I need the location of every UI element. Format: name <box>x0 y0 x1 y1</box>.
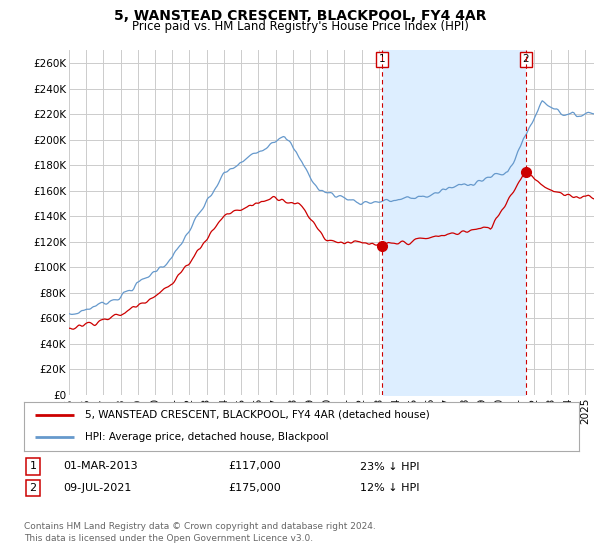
Text: 01-MAR-2013: 01-MAR-2013 <box>63 461 137 472</box>
Text: £175,000: £175,000 <box>228 483 281 493</box>
Text: This data is licensed under the Open Government Licence v3.0.: This data is licensed under the Open Gov… <box>24 534 313 543</box>
Text: 2: 2 <box>523 54 529 64</box>
Text: 12% ↓ HPI: 12% ↓ HPI <box>360 483 419 493</box>
Text: Price paid vs. HM Land Registry's House Price Index (HPI): Price paid vs. HM Land Registry's House … <box>131 20 469 33</box>
Text: HPI: Average price, detached house, Blackpool: HPI: Average price, detached house, Blac… <box>85 432 329 442</box>
Text: 2: 2 <box>29 483 37 493</box>
Text: 1: 1 <box>29 461 37 472</box>
Text: 23% ↓ HPI: 23% ↓ HPI <box>360 461 419 472</box>
Text: £117,000: £117,000 <box>228 461 281 472</box>
Text: 09-JUL-2021: 09-JUL-2021 <box>63 483 131 493</box>
Text: 5, WANSTEAD CRESCENT, BLACKPOOL, FY4 4AR (detached house): 5, WANSTEAD CRESCENT, BLACKPOOL, FY4 4AR… <box>85 410 430 420</box>
Text: 1: 1 <box>379 54 385 64</box>
Text: Contains HM Land Registry data © Crown copyright and database right 2024.: Contains HM Land Registry data © Crown c… <box>24 522 376 531</box>
Text: 5, WANSTEAD CRESCENT, BLACKPOOL, FY4 4AR: 5, WANSTEAD CRESCENT, BLACKPOOL, FY4 4AR <box>114 9 486 23</box>
